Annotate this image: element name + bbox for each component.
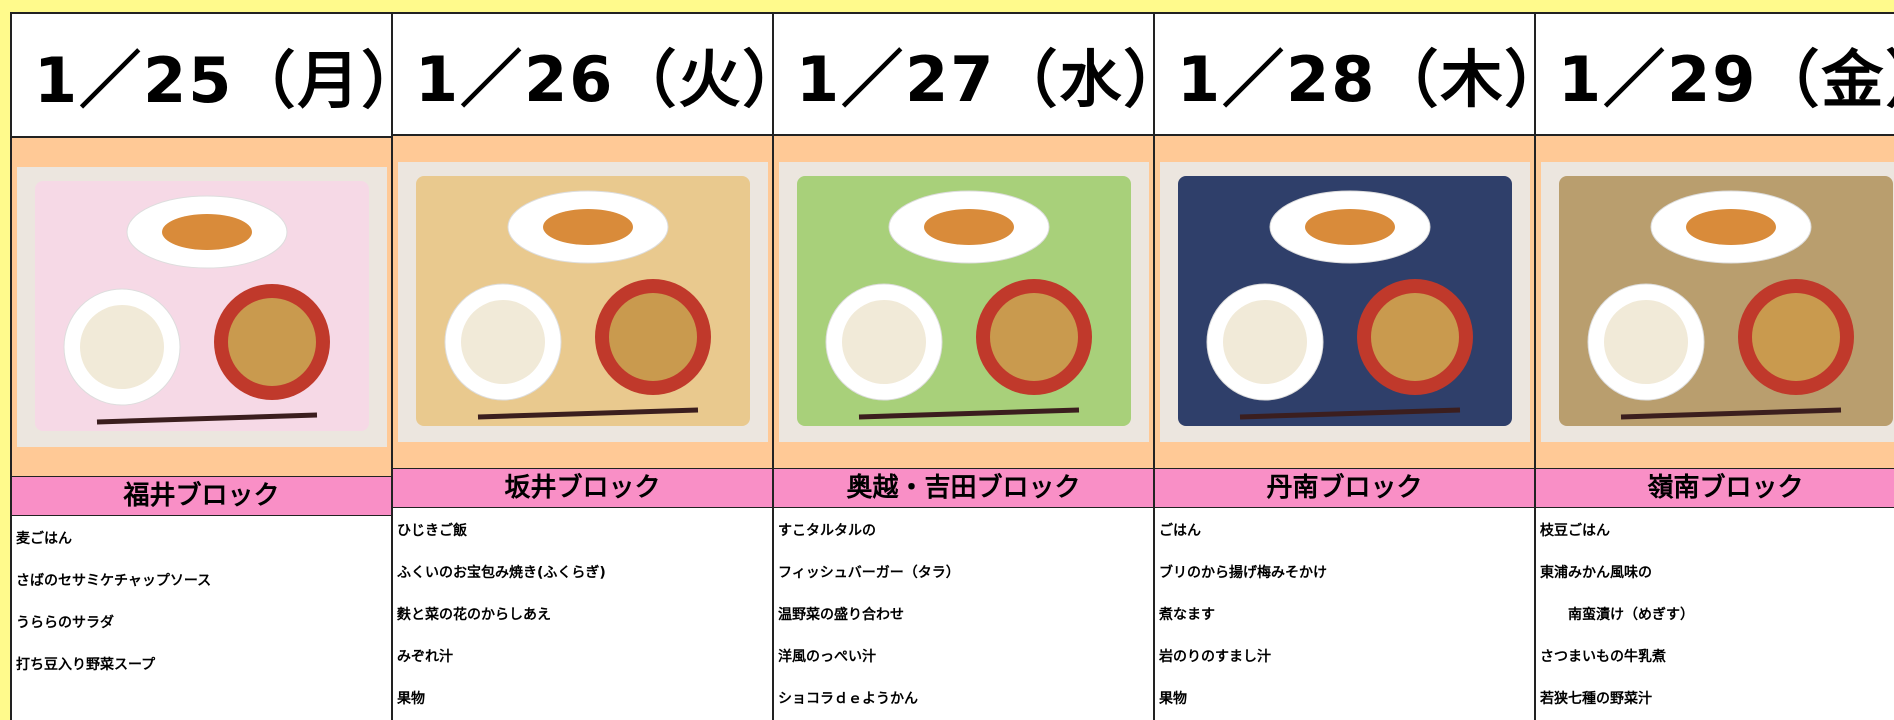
menu-item: 南蛮漬け（めぎす） [1540,607,1694,623]
menu-item: 温野菜の盛り合わせ [778,607,904,623]
menu-item: うららのサラダ [16,615,114,631]
photo-area [12,138,391,476]
menu-item: さつまいもの牛乳煮 [1540,649,1666,665]
block-name: 嶺南ブロック [1536,468,1894,508]
menu-item: 岩のりのすまし汁 [1159,649,1271,665]
menu-item: 麦ごはん [16,531,72,547]
meal-photo [1159,161,1530,442]
date-header: 1／29（金） [1536,14,1894,136]
photo-area [1155,135,1534,468]
date-header: 1／25（月） [12,14,391,138]
menu-list: ごはんブリのから揚げ梅みそかけ 煮なます岩のりのすまし汁 果物 [1155,508,1534,720]
block-name: 福井ブロック [12,476,391,516]
date-header: 1／26（火） [393,14,772,136]
block-name: 奥越・吉田ブロック [774,468,1153,508]
menu-item: 洋風のっぺい汁 [778,649,876,665]
menu-item: さばのセサミケチャップソース [16,573,212,589]
photo-area [774,135,1153,468]
meal-photo [1540,161,1894,442]
menu-table: 1／25（月） 福井ブロック麦ごはんさばのセサミケチャップソース うららのサラダ打ち… [10,12,1894,720]
menu-item: ごはん [1159,523,1201,539]
photo-area [1536,135,1894,468]
block-name: 坂井ブロック [393,468,772,508]
menu-item: 枝豆ごはん [1540,523,1610,539]
meal-photo [397,161,768,442]
photo-area [393,135,772,468]
menu-list: 麦ごはんさばのセサミケチャップソース うららのサラダ打ち豆入り野菜スープ [12,516,391,686]
menu-item: 果物 [1159,691,1187,707]
menu-item: 打ち豆入り野菜スープ [16,657,156,673]
menu-item: ふくいのお宝包み焼き(ふくらぎ) [397,565,606,581]
menu-list: すこタルタルのフィッシュバーガー（タラ） 温野菜の盛り合わせ 洋風のっぺい汁ショコラ… [774,508,1153,720]
menu-item: フィッシュバーガー（タラ） [778,565,960,581]
menu-item: ショコラｄｅようかん [778,691,918,707]
menu-list: ひじきご飯ふくいのお宝包み焼き(ふくらぎ) 麩と菜の花のからしあえ みぞれ汁果物 [393,508,772,720]
date-header: 1／27（水） [774,14,1153,136]
menu-item: 麩と菜の花のからしあえ [397,607,551,623]
menu-item: 果物 [397,691,425,707]
day-column: 1／27（水） 奥越・吉田ブロックすこタルタルのフィッシュバーガー（タラ） 温野菜の… [774,14,1155,720]
menu-item: みぞれ汁 [397,649,453,665]
block-name: 丹南ブロック [1155,468,1534,508]
day-column: 1／25（月） 福井ブロック麦ごはんさばのセサミケチャップソース うららのサラダ打ち… [12,14,393,720]
menu-list: 枝豆ごはん東浦みかん風味の 南蛮漬け（めぎす） さつまいもの牛乳煮 若狭七種の野菜汁 [1536,508,1894,720]
date-header: 1／28（木） [1155,14,1534,136]
menu-item: 若狭七種の野菜汁 [1540,691,1652,707]
day-column: 1／28（木） 丹南ブロックごはんブリのから揚げ梅みそかけ 煮なます岩のりのすまし汁… [1155,14,1536,720]
meal-photo [778,161,1149,442]
menu-item: 煮なます [1159,607,1215,623]
meal-photo [16,167,387,447]
menu-item: すこタルタルの [778,523,876,539]
menu-item: 東浦みかん風味の [1540,565,1652,581]
day-column: 1／26（火） 坂井ブロックひじきご飯ふくいのお宝包み焼き(ふくらぎ) 麩と菜の花の… [393,14,774,720]
menu-item: ブリのから揚げ梅みそかけ [1159,565,1327,581]
menu-item: ひじきご飯 [397,523,467,539]
